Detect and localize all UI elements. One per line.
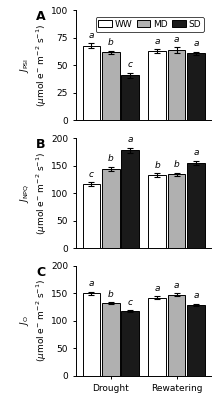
Text: a: a	[154, 37, 160, 46]
Text: A: A	[36, 10, 46, 24]
Text: b: b	[154, 161, 160, 170]
Text: a: a	[174, 281, 179, 290]
Bar	[121, 75, 139, 120]
Bar	[121, 150, 139, 248]
Text: a: a	[89, 31, 94, 40]
Bar	[102, 52, 119, 120]
Bar	[83, 293, 100, 376]
Bar	[187, 53, 205, 120]
Bar	[168, 50, 185, 120]
Text: c: c	[89, 170, 94, 179]
Text: a: a	[174, 35, 179, 44]
Text: a: a	[154, 284, 160, 293]
Text: a: a	[193, 291, 199, 300]
Bar	[83, 46, 100, 120]
Bar	[168, 174, 185, 248]
Bar	[148, 298, 166, 376]
Bar	[83, 184, 100, 248]
Text: b: b	[108, 290, 114, 299]
Text: a: a	[193, 148, 199, 157]
Bar	[148, 175, 166, 248]
Text: C: C	[36, 266, 45, 279]
Text: b: b	[174, 160, 179, 170]
Text: b: b	[108, 38, 114, 47]
Text: a: a	[89, 279, 94, 288]
Bar	[148, 51, 166, 120]
Legend: WW, MD, SD: WW, MD, SD	[96, 17, 204, 32]
Text: a: a	[128, 136, 133, 144]
Text: B: B	[36, 138, 46, 151]
Bar	[168, 295, 185, 376]
Y-axis label: $J_{\rm O}$
($\mu$mol e$^{-}$ m$^{-2}$ s$^{-1}$): $J_{\rm O}$ ($\mu$mol e$^{-}$ m$^{-2}$ s…	[18, 279, 49, 362]
Text: a: a	[193, 39, 199, 48]
Text: c: c	[128, 298, 133, 307]
Bar	[121, 311, 139, 376]
Bar	[102, 303, 119, 376]
Bar	[102, 169, 119, 248]
Y-axis label: $J_{\rm PSI}$
($\mu$mol e$^{-}$ m$^{-2}$ s$^{-1}$): $J_{\rm PSI}$ ($\mu$mol e$^{-}$ m$^{-2}$…	[18, 24, 49, 107]
Bar	[187, 163, 205, 248]
Y-axis label: $J_{\rm NPQ}$
($\mu$mol e$^{-}$ m$^{-2}$ s$^{-1}$): $J_{\rm NPQ}$ ($\mu$mol e$^{-}$ m$^{-2}$…	[18, 152, 49, 235]
Text: b: b	[108, 154, 114, 163]
Bar	[187, 305, 205, 376]
Text: c: c	[128, 60, 133, 69]
